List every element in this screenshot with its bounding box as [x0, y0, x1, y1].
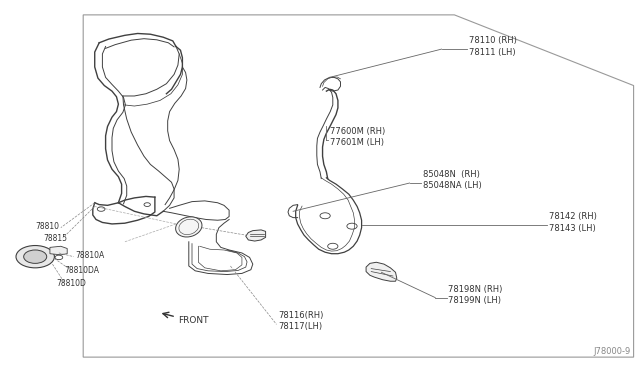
Text: 78810A: 78810A — [76, 251, 105, 260]
Ellipse shape — [175, 217, 202, 237]
Text: 78142 (RH)
78143 (LH): 78142 (RH) 78143 (LH) — [549, 212, 597, 232]
Text: 78116(RH)
78117(LH): 78116(RH) 78117(LH) — [278, 311, 324, 331]
Text: 78810D: 78810D — [56, 279, 86, 288]
Text: FRONT: FRONT — [178, 316, 209, 325]
Polygon shape — [366, 262, 397, 281]
Circle shape — [16, 246, 54, 268]
Polygon shape — [83, 15, 634, 357]
Polygon shape — [246, 230, 266, 241]
Text: 78110 (RH)
78111 (LH): 78110 (RH) 78111 (LH) — [469, 36, 517, 57]
Text: 78810DA: 78810DA — [64, 266, 99, 275]
Text: 77600M (RH)
77601M (LH): 77600M (RH) 77601M (LH) — [330, 127, 385, 147]
Text: 78810: 78810 — [35, 222, 60, 231]
Text: J78000-9: J78000-9 — [593, 347, 630, 356]
Text: 78198N (RH)
78199N (LH): 78198N (RH) 78199N (LH) — [448, 285, 502, 305]
Circle shape — [24, 250, 47, 263]
Text: 85048N  (RH)
85048NA (LH): 85048N (RH) 85048NA (LH) — [423, 170, 482, 190]
Polygon shape — [50, 246, 67, 255]
Text: 78815: 78815 — [44, 234, 68, 243]
